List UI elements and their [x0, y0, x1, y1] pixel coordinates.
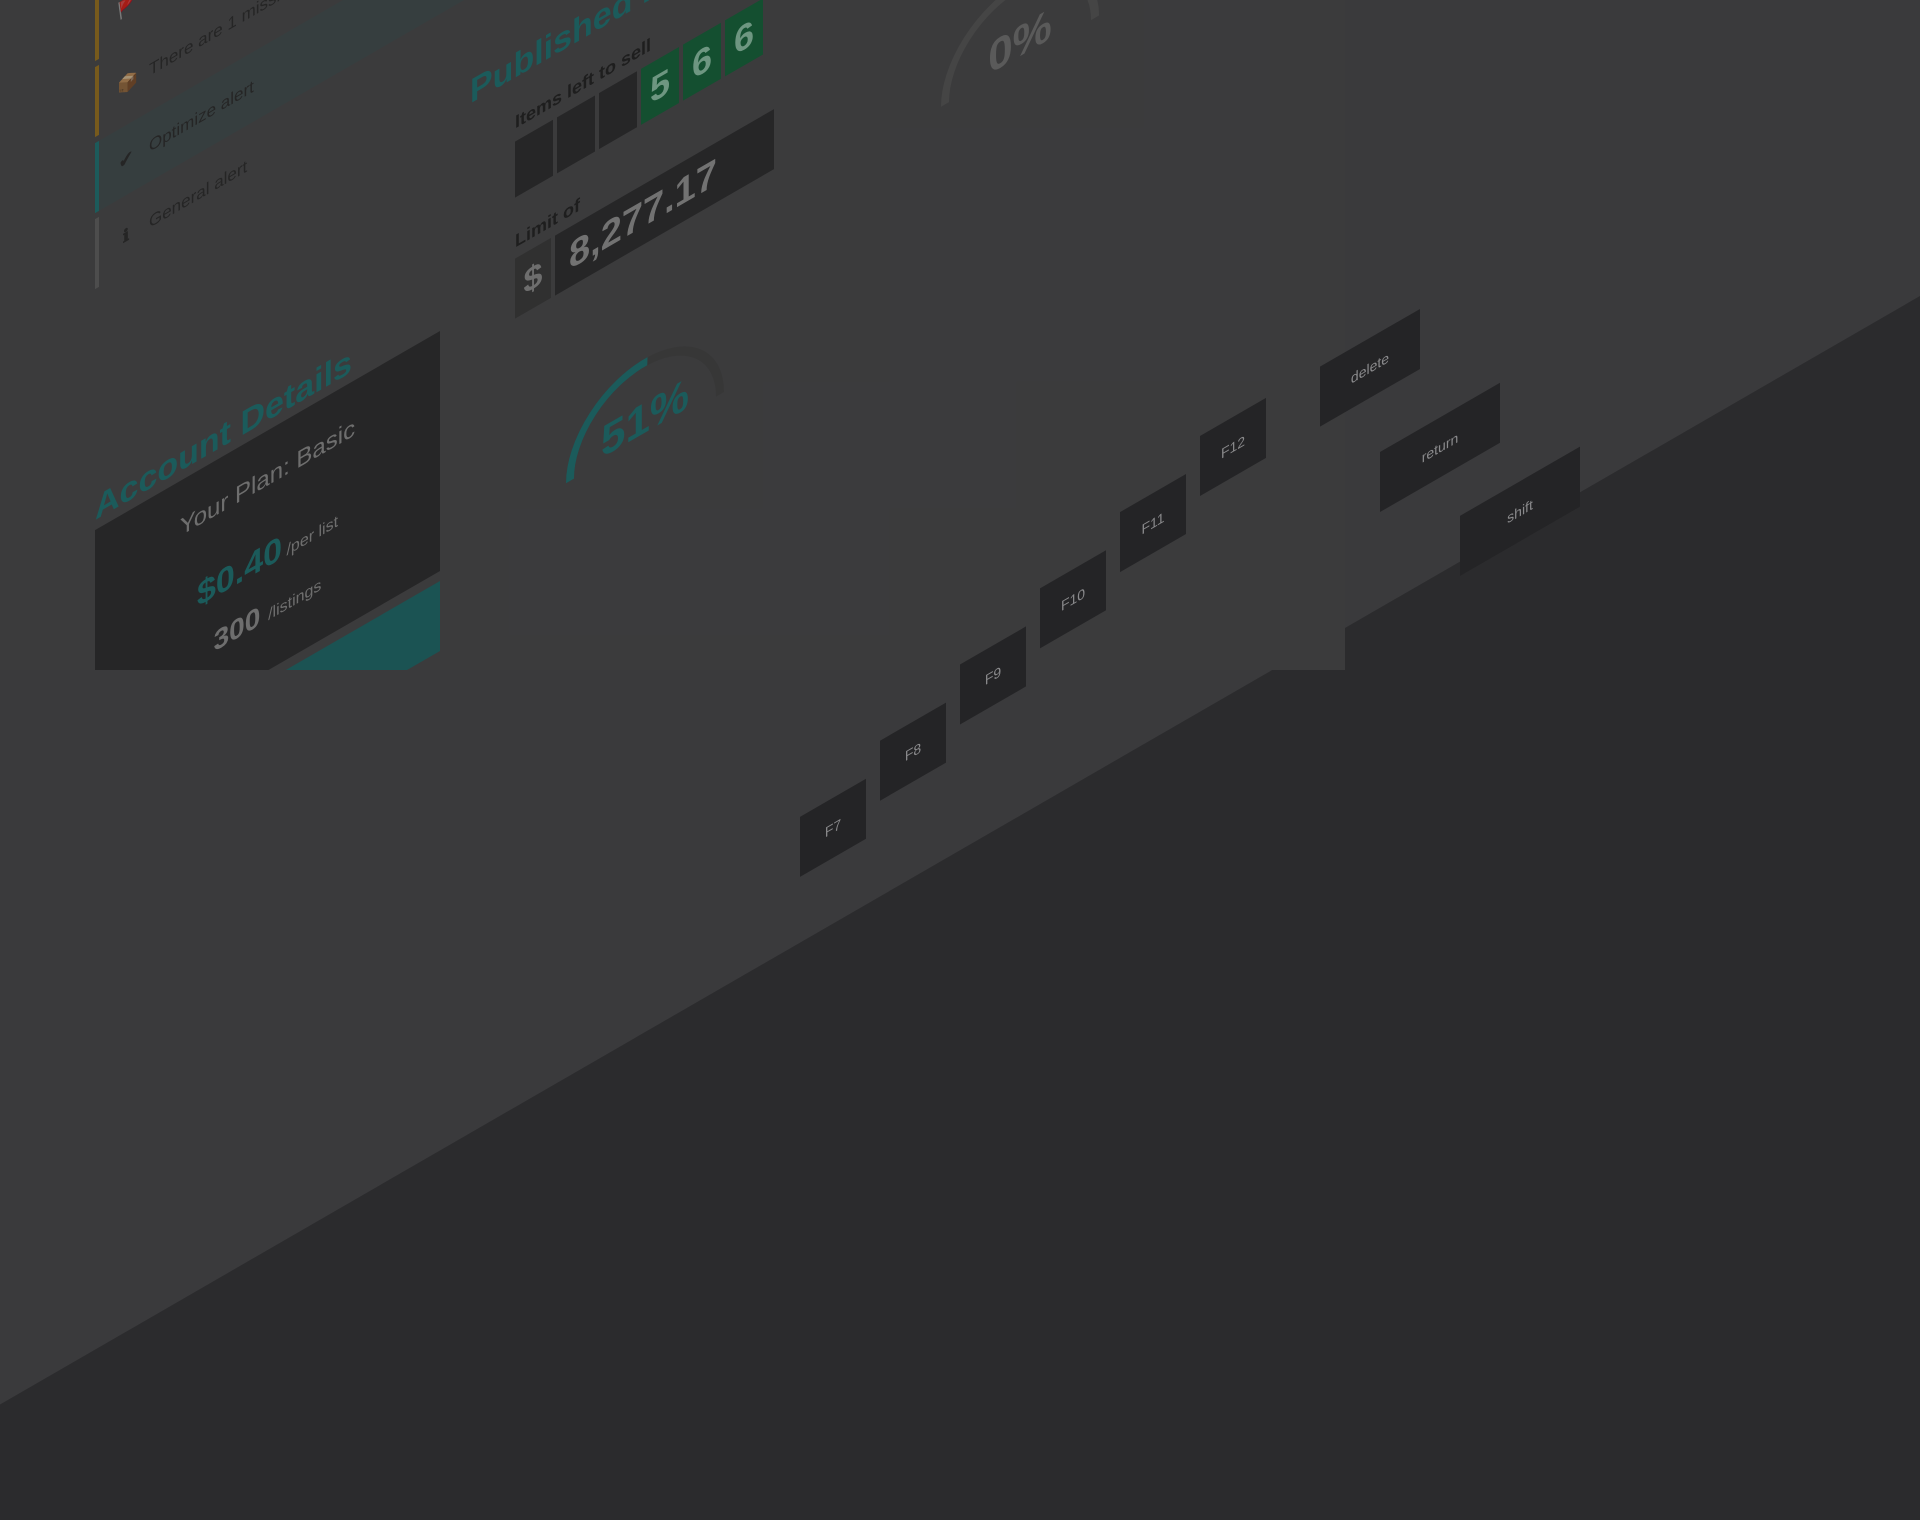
counter-digit: 5 [641, 46, 679, 125]
price-unit: /per list [286, 512, 339, 560]
key: F10 [1040, 550, 1106, 649]
counter-digit: 6 [683, 22, 721, 101]
currency-symbol: $ [515, 237, 551, 319]
info-icon: ℹ [122, 224, 130, 248]
key: F9 [960, 626, 1026, 725]
published-gauge: 51% [566, 346, 724, 484]
gauge-fill [566, 357, 648, 484]
key: return [1380, 382, 1500, 513]
flag-icon: 🚩 [117, 0, 139, 23]
listings-value: 300 [213, 599, 261, 658]
package-icon: 📦 [117, 67, 139, 99]
dsm-gauge: 0% [941, 0, 1099, 107]
counter-digit [599, 71, 637, 150]
key: shift [1460, 446, 1580, 576]
listings-unit: /listings [268, 576, 322, 625]
dashboard: ✕ Danger alert 🚩 You have 2 sold items w… [0, 0, 1345, 670]
gauge-track [941, 0, 1099, 107]
counter-digit [557, 95, 595, 174]
check-icon: ✔ [118, 146, 134, 174]
key: F11 [1120, 474, 1186, 573]
counter-digit: 6 [725, 0, 763, 77]
key: F8 [880, 702, 946, 801]
key: F7 [800, 778, 866, 877]
gauge-percent: 0% [988, 0, 1052, 85]
counter-digit [515, 119, 553, 198]
